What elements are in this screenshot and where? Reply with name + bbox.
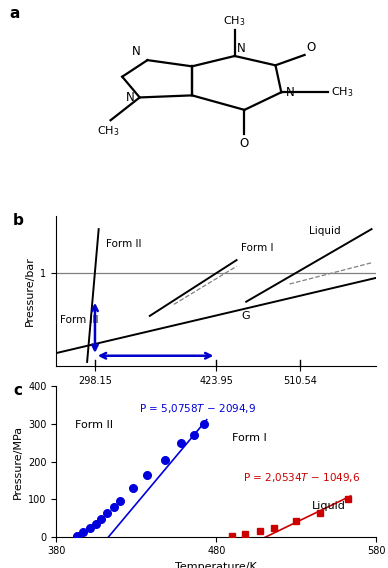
Text: b: b	[13, 213, 24, 228]
Text: N: N	[286, 86, 295, 99]
X-axis label: Temperature/K: Temperature/K	[175, 392, 257, 402]
Y-axis label: Pressure/MPa: Pressure/MPa	[12, 424, 23, 499]
Text: c: c	[13, 383, 22, 398]
Text: N: N	[132, 45, 140, 59]
Text: O: O	[307, 41, 316, 54]
Text: Form II: Form II	[75, 420, 113, 429]
Text: N: N	[126, 91, 135, 105]
Text: P = 5,0758$\it{T}$ $-$ 2094,9: P = 5,0758$\it{T}$ $-$ 2094,9	[139, 402, 256, 415]
Text: Form III: Form III	[60, 315, 99, 325]
Text: N: N	[237, 42, 246, 55]
Text: O: O	[240, 137, 249, 151]
Text: G: G	[241, 311, 250, 321]
Text: Form I: Form I	[241, 243, 274, 253]
Text: CH$_3$: CH$_3$	[223, 15, 246, 28]
Text: Form I: Form I	[232, 433, 267, 443]
Text: a: a	[10, 6, 20, 21]
Text: CH$_3$: CH$_3$	[331, 85, 353, 99]
X-axis label: Temperature/K: Temperature/K	[175, 562, 257, 568]
Text: Liquid: Liquid	[312, 500, 346, 511]
Text: CH$_3$: CH$_3$	[97, 124, 120, 138]
Y-axis label: Pressure/bar: Pressure/bar	[25, 256, 35, 326]
Text: P = 2,0534$\it{T}$ $-$ 1049,6: P = 2,0534$\it{T}$ $-$ 1049,6	[242, 471, 360, 484]
Text: Form II: Form II	[106, 239, 142, 249]
Text: Liquid: Liquid	[309, 225, 341, 236]
